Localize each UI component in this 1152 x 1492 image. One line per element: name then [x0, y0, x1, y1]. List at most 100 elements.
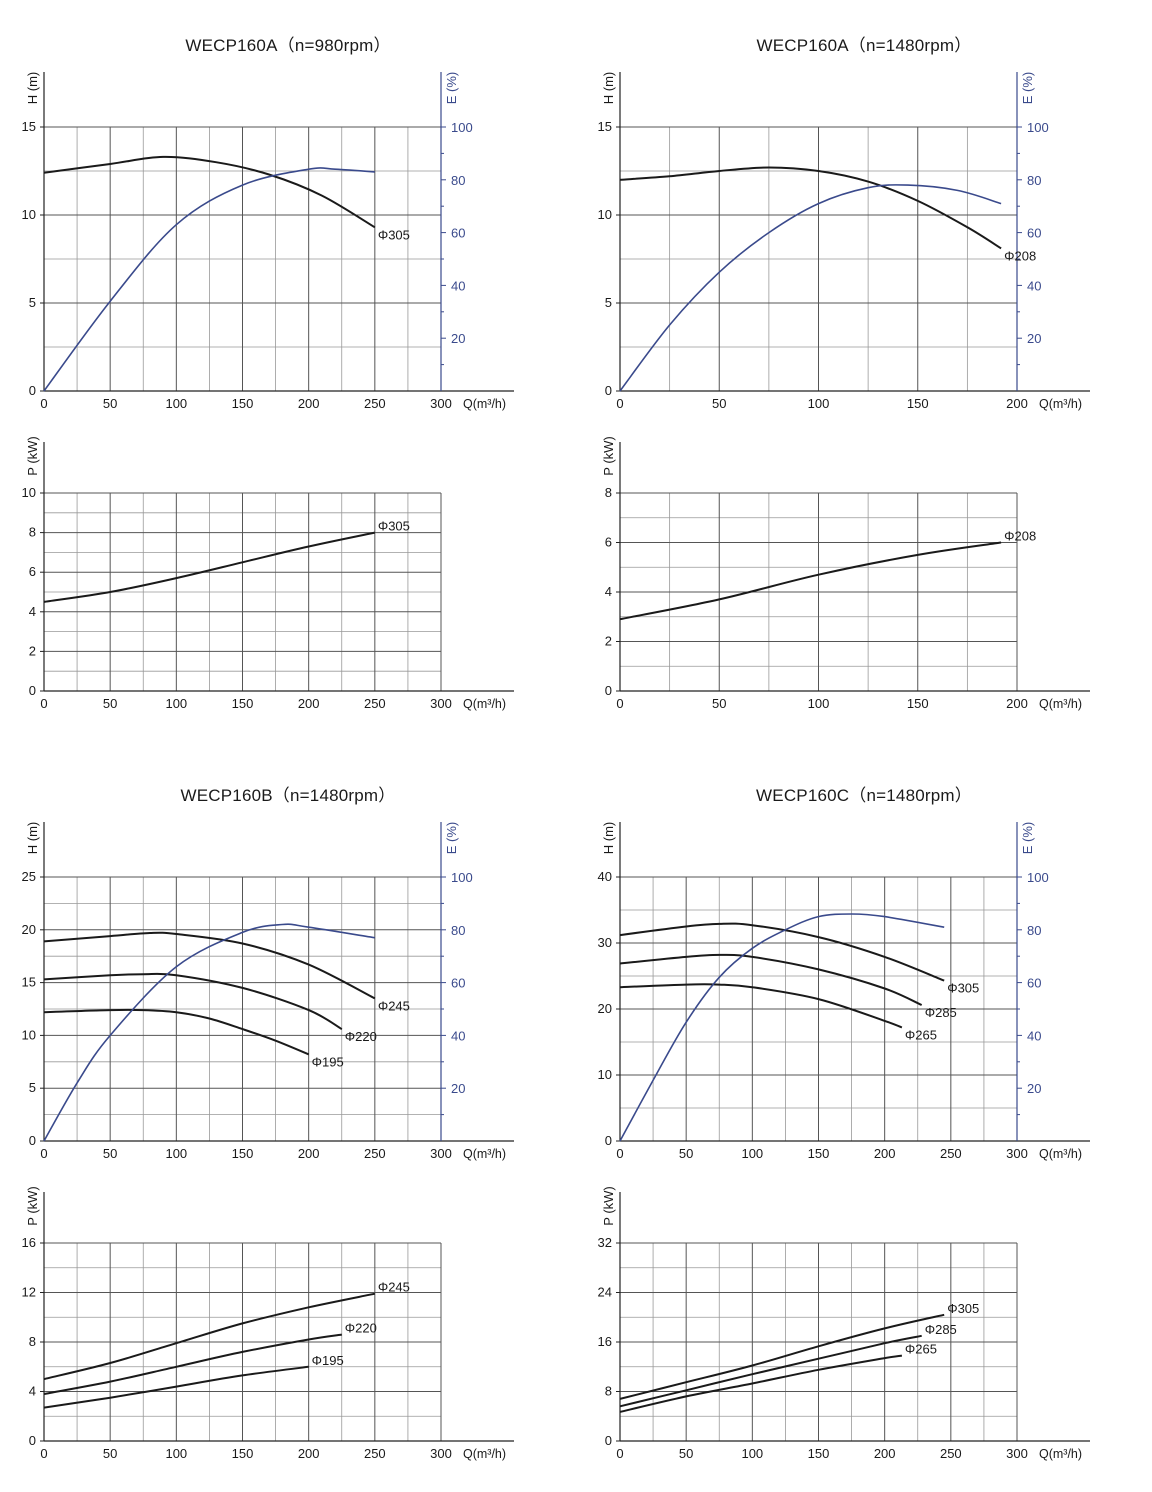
x-tick-label: 150 — [907, 396, 929, 411]
y-tick-label: 10 — [598, 207, 612, 222]
y-tick-label: 10 — [22, 207, 36, 222]
y2-tick-label: 80 — [1027, 923, 1041, 938]
y2-axis-label: E (%) — [1020, 822, 1035, 855]
y-tick-label: 5 — [29, 295, 36, 310]
series-label: Φ265 — [905, 1027, 937, 1042]
x-tick-label: 100 — [165, 1446, 187, 1461]
y-tick-label: 10 — [22, 485, 36, 500]
y-tick-label: 0 — [605, 1133, 612, 1148]
y-axis-label: H (m) — [25, 822, 40, 855]
y-axis-label: P (kW) — [25, 436, 40, 475]
y2-tick-label: 40 — [1027, 1028, 1041, 1043]
series-label: Φ305 — [947, 981, 979, 996]
y2-axis-label: E (%) — [444, 822, 459, 855]
y2-tick-label: 60 — [1027, 976, 1041, 991]
y-tick-label: 20 — [22, 922, 36, 937]
y-tick-label: 6 — [29, 564, 36, 579]
series-label: Φ208 — [1004, 248, 1036, 263]
x-tick-label: 100 — [165, 1146, 187, 1161]
series-label: Φ285 — [925, 1322, 957, 1337]
y2-tick-label: 100 — [451, 870, 473, 885]
y-axis-label: P (kW) — [25, 1186, 40, 1225]
y2-tick-label: 20 — [1027, 331, 1041, 346]
x-axis-label: Q(m³/h) — [1039, 1447, 1082, 1461]
y-tick-label: 0 — [29, 1133, 36, 1148]
series-label: Φ305 — [378, 227, 410, 242]
y2-tick-label: 40 — [451, 1028, 465, 1043]
x-tick-label: 200 — [298, 396, 320, 411]
grid — [619, 126, 1018, 392]
series-line — [43, 972, 343, 1030]
y-tick-label: 2 — [29, 643, 36, 658]
series-label: Φ265 — [905, 1342, 937, 1357]
y2-axis-label: E (%) — [1020, 72, 1035, 105]
chart-title: WECP160A（n=1480rpm） — [756, 36, 972, 55]
x-tick-label: 100 — [165, 696, 187, 711]
y-axis-label: H (m) — [25, 72, 40, 105]
y-tick-label: 40 — [598, 869, 612, 884]
series-label: Φ208 — [1004, 529, 1036, 544]
y-axis-label: P (kW) — [601, 436, 616, 475]
y2-tick-label: 100 — [1027, 870, 1049, 885]
panel-wecp160a-980: WECP160A（n=980rpm） 0 50 100 150 200 250 300 0 5 1… — [0, 0, 576, 742]
x-tick-label: 50 — [679, 1446, 693, 1461]
series-line — [43, 1008, 310, 1056]
x-tick-label: 200 — [298, 1146, 320, 1161]
y-tick-label: 32 — [598, 1235, 612, 1250]
chart-title: WECP160A（n=980rpm） — [185, 36, 391, 55]
y-tick-label: 0 — [29, 1433, 36, 1448]
x-tick-label: 200 — [298, 696, 320, 711]
series-label: Φ305 — [947, 1301, 979, 1316]
x-axis-label: Q(m³/h) — [1039, 397, 1082, 411]
y-tick-label: 10 — [598, 1067, 612, 1082]
power-chart: 0 50 100 150 200 250 300 0 4 8 12 16 Q(m³/h) P (kW) Φ2… — [22, 1186, 514, 1461]
x-axis-label: Q(m³/h) — [463, 1447, 506, 1461]
y2-tick-label: 20 — [451, 1081, 465, 1096]
y2-tick-label: 60 — [451, 226, 465, 241]
y2-axis-label: E (%) — [444, 72, 459, 105]
y-tick-label: 16 — [598, 1334, 612, 1349]
y-tick-label: 20 — [598, 1001, 612, 1016]
x-tick-label: 150 — [808, 1446, 830, 1461]
series-line — [619, 166, 1002, 250]
x-axis-label: Q(m³/h) — [463, 397, 506, 411]
x-axis-label: Q(m³/h) — [1039, 697, 1082, 711]
y-tick-label: 4 — [29, 604, 36, 619]
x-tick-label: 300 — [430, 1446, 452, 1461]
x-tick-label: 150 — [232, 696, 254, 711]
y2-tick-label: 60 — [451, 976, 465, 991]
y-tick-label: 30 — [598, 935, 612, 950]
y-axis-label: H (m) — [601, 72, 616, 105]
x-tick-label: 50 — [712, 396, 726, 411]
y-tick-label: 15 — [598, 119, 612, 134]
x-tick-label: 250 — [364, 1146, 386, 1161]
y-tick-label: 25 — [22, 869, 36, 884]
y2-tick-label: 20 — [1027, 1081, 1041, 1096]
x-tick-label: 50 — [103, 1146, 117, 1161]
y-tick-label: 0 — [29, 383, 36, 398]
x-tick-label: 300 — [1006, 1146, 1028, 1161]
head-efficiency-chart: 0 50 100 150 200 0 5 10 15 Q(m³/h) H (m) 20 40 60 80 10… — [598, 72, 1090, 411]
series-label: Φ285 — [925, 1005, 957, 1020]
grid — [43, 1242, 442, 1442]
series-line — [619, 922, 945, 982]
x-tick-label: 100 — [165, 396, 187, 411]
x-tick-label: 50 — [712, 696, 726, 711]
power-chart: 0 50 100 150 200 0 2 4 6 8 Q(m³/h) P (kW) Φ208 — [601, 436, 1090, 711]
series-label: Φ220 — [345, 1029, 377, 1044]
x-tick-label: 100 — [741, 1446, 763, 1461]
series-line — [619, 1334, 922, 1408]
x-tick-label: 0 — [40, 1446, 47, 1461]
x-tick-label: 300 — [430, 396, 452, 411]
efficiency-curve — [619, 913, 945, 1142]
x-tick-label: 250 — [364, 696, 386, 711]
x-tick-label: 150 — [232, 1146, 254, 1161]
x-axis-label: Q(m³/h) — [1039, 1147, 1082, 1161]
y-tick-label: 15 — [22, 119, 36, 134]
x-tick-label: 100 — [741, 1146, 763, 1161]
x-tick-label: 100 — [808, 696, 830, 711]
x-tick-label: 200 — [874, 1446, 896, 1461]
x-tick-label: 50 — [103, 1446, 117, 1461]
x-tick-label: 0 — [616, 696, 623, 711]
power-chart: 0 50 100 150 200 250 300 0 2 4 6 8 10 Q(m³/h) P (kW) Φ3… — [22, 436, 514, 711]
